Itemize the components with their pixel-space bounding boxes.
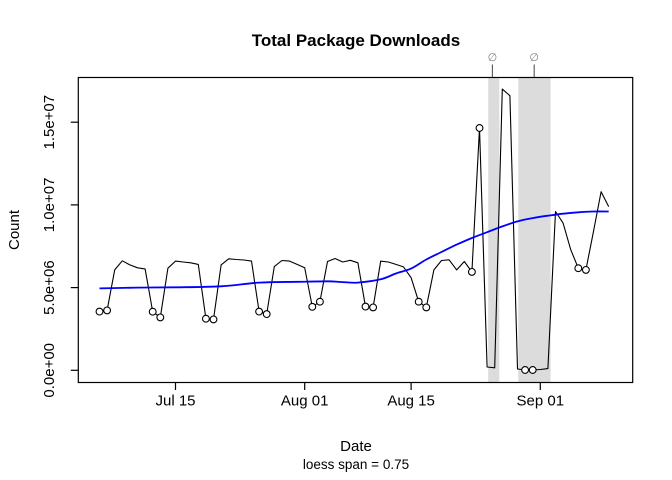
y-axis-title: Count [6,209,23,251]
data-point-circle [95,307,104,316]
data-point-circle [414,297,423,306]
data-point-circle [361,302,370,311]
data-point-circle [315,297,324,306]
data-point-circle [528,366,537,374]
data-point-circle [581,265,590,274]
y-tick-label: 1.0e+07 [41,178,58,233]
data-point-circle [475,124,484,132]
null-symbol: ∅ [488,52,498,64]
plot-border [77,76,634,384]
data-point-circle [369,303,378,312]
data-point-circle [422,303,431,312]
loess-span-subtitle: loess span = 0.75 [302,457,410,472]
x-tick-label: Aug 01 [281,393,329,410]
data-point-circle [308,302,317,311]
y-tick-label: 0.0e+00 [41,343,58,398]
data-point-circle [262,310,271,319]
x-tick-label: Jul 15 [155,393,195,410]
data-point-circle [255,307,264,316]
y-tick-label: 5.0e+06 [41,260,58,315]
chart-title: Total Package Downloads [251,31,461,50]
data-point-circle [156,313,165,322]
data-point-circle [103,306,112,315]
null-symbol: ∅ [529,52,539,64]
data-point-circle [209,315,218,324]
data-point-circle [521,366,530,374]
x-axis-title: Date [340,438,372,455]
data-point-circle [201,314,210,323]
missing-data-band [518,77,551,383]
y-tick-label: 1.5e+07 [41,95,58,150]
loess-line [99,210,609,290]
x-tick-label: Aug 15 [387,393,435,410]
data-point-circle [148,307,157,316]
data-point-circle [574,264,583,273]
data-point-circle [467,267,476,276]
x-tick-label: Sep 01 [517,393,565,410]
